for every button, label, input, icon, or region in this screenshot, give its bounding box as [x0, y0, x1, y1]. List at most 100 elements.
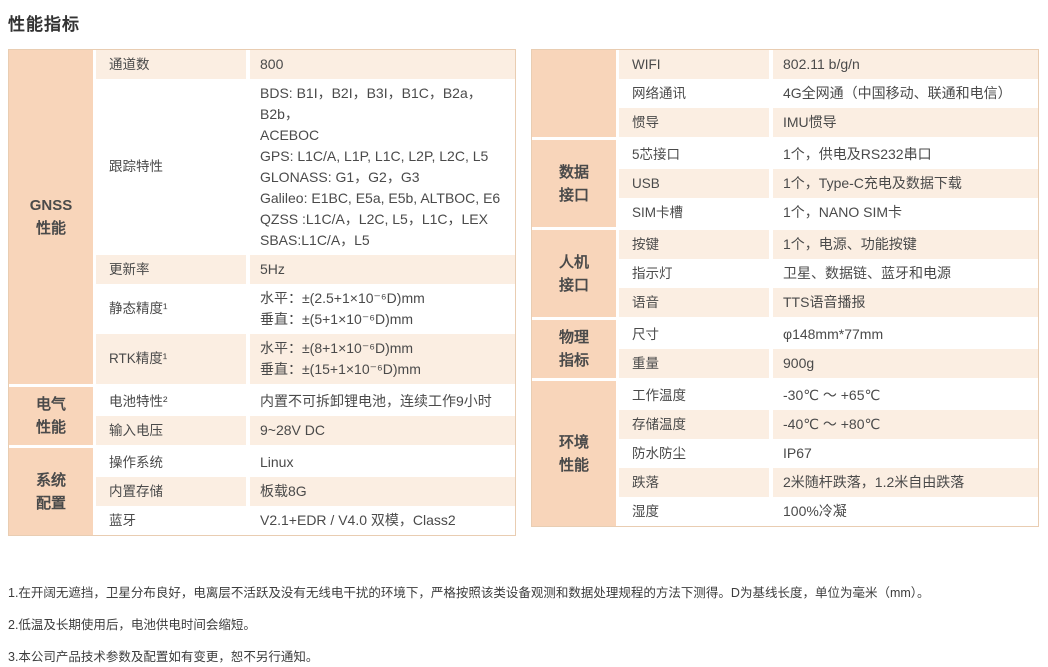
category-cell: 电气 性能 [9, 387, 93, 445]
table-row: 惯导 IMU惯导 [619, 108, 1038, 137]
row-label: 输入电压 [96, 416, 246, 445]
footnote-2: 2.低温及长期使用后，电池供电时间会缩短。 [8, 618, 256, 632]
table-row: SIM卡槽 1个，NANO SIM卡 [619, 198, 1038, 227]
row-label: 指示灯 [632, 265, 673, 281]
row-value: V2.1+EDR / V4.0 双模，Class2 [260, 512, 456, 528]
category-cell: 物理 指标 [532, 320, 616, 378]
group-rows: 尺寸 φ148mm*77mm 重量 900g [619, 320, 1038, 378]
row-label: 语音 [619, 288, 769, 317]
spec-group: WIFI 802.11 b/g/n 网络通讯 4G全网通（中国移动、联通和电信）… [532, 50, 1038, 137]
row-label: 尺寸 [632, 326, 659, 342]
category-cell: 系统 配置 [9, 448, 93, 535]
footnote-1: 1.在开阔无遮挡，卫星分布良好，电离层不活跃及没有无线电干扰的环境下，严格按照该… [8, 586, 930, 600]
row-label: 按键 [619, 230, 769, 259]
table-row: 网络通讯 4G全网通（中国移动、联通和电信） [619, 79, 1038, 108]
row-value: 卫星、数据链、蓝牙和电源 [783, 265, 951, 281]
table-row: 语音 TTS语音播报 [619, 288, 1038, 317]
table-row: 输入电压 9~28V DC [96, 416, 515, 445]
spec-table-right: WIFI 802.11 b/g/n 网络通讯 4G全网通（中国移动、联通和电信）… [531, 49, 1039, 527]
table-row: 内置存储 板载8G [96, 477, 515, 506]
spec-tables: GNSS 性能 通道数 800 跟踪特性 BDS: B1I，B2I，B3I，B1… [8, 49, 1040, 536]
table-row: 重量 900g [619, 349, 1038, 378]
group-rows: 按键 1个，电源、功能按键 指示灯 卫星、数据链、蓝牙和电源 语音 TTS语音播… [619, 230, 1038, 317]
row-label: 存储温度 [619, 410, 769, 439]
table-row: 存储温度 -40℃ ～ +80℃ [619, 410, 1038, 439]
row-value: 水平：±(2.5+1×10⁻⁶D)mm 垂直：±(5+1×10⁻⁶D)mm [260, 290, 425, 327]
group-rows: 通道数 800 跟踪特性 BDS: B1I，B2I，B3I，B1C，B2a，B2… [96, 50, 515, 384]
category-cell: GNSS 性能 [9, 50, 93, 384]
row-value: 2米随杆跌落，1.2米自由跌落 [773, 468, 1038, 497]
row-label: 电池特性² [109, 393, 168, 409]
spec-group: 物理 指标 尺寸 φ148mm*77mm 重量 900g [532, 320, 1038, 378]
page-title: 性能指标 [8, 15, 80, 34]
row-label: 通道数 [96, 50, 246, 79]
row-value: 800 [250, 50, 515, 79]
row-value: 5Hz [250, 255, 515, 284]
group-rows: 5芯接口 1个，供电及RS232串口 USB 1个，Type-C充电及数据下载 … [619, 140, 1038, 227]
row-value: φ148mm*77mm [783, 326, 884, 342]
row-value: 802.11 b/g/n [773, 50, 1038, 79]
footnotes: 1.在开阔无遮挡，卫星分布良好，电离层不活跃及没有无线电干扰的环境下，严格按照该… [8, 584, 1040, 667]
row-value: 1个，供电及RS232串口 [783, 146, 932, 162]
spec-group: 环境 性能 工作温度 -30℃ ～ +65℃ 存储温度 -40℃ ～ +80℃ … [532, 381, 1038, 526]
table-row: 通道数 800 [96, 50, 515, 79]
row-value: -40℃ ～ +80℃ [773, 410, 1038, 439]
spec-group: 数据 接口 5芯接口 1个，供电及RS232串口 USB 1个，Type-C充电… [532, 140, 1038, 227]
category-cell [532, 50, 616, 137]
row-label: USB [619, 169, 769, 198]
table-row: RTK精度¹ 水平：±(8+1×10⁻⁶D)mm 垂直：±(15+1×10⁻⁶D… [96, 334, 515, 384]
spec-table-left: GNSS 性能 通道数 800 跟踪特性 BDS: B1I，B2I，B3I，B1… [8, 49, 516, 536]
group-rows: 电池特性² 内置不可拆卸锂电池，连续工作9小时 输入电压 9~28V DC [96, 387, 515, 445]
row-label: 内置存储 [96, 477, 246, 506]
table-row: 湿度 100%冷凝 [619, 497, 1038, 526]
footnote-3: 3.本公司产品技术参数及配置如有变更，恕不另行通知。 [8, 650, 319, 664]
group-rows: 工作温度 -30℃ ～ +65℃ 存储温度 -40℃ ～ +80℃ 防水防尘 I… [619, 381, 1038, 526]
row-value: -30℃ ～ +65℃ [783, 387, 881, 403]
table-row: USB 1个，Type-C充电及数据下载 [619, 169, 1038, 198]
table-row: 蓝牙 V2.1+EDR / V4.0 双模，Class2 [96, 506, 515, 535]
row-value: 1个，NANO SIM卡 [783, 204, 903, 220]
category-cell: 环境 性能 [532, 381, 616, 526]
table-row: 防水防尘 IP67 [619, 439, 1038, 468]
table-row: 更新率 5Hz [96, 255, 515, 284]
row-label: 5芯接口 [632, 146, 681, 162]
table-row: 指示灯 卫星、数据链、蓝牙和电源 [619, 259, 1038, 288]
row-value: 100%冷凝 [783, 503, 847, 519]
row-label: RTK精度¹ [96, 334, 246, 384]
spec-group: GNSS 性能 通道数 800 跟踪特性 BDS: B1I，B2I，B3I，B1… [9, 50, 515, 384]
table-row: 跌落 2米随杆跌落，1.2米自由跌落 [619, 468, 1038, 497]
row-label: 更新率 [96, 255, 246, 284]
spec-group: 人机 接口 按键 1个，电源、功能按键 指示灯 卫星、数据链、蓝牙和电源 语音 … [532, 230, 1038, 317]
row-label: 重量 [619, 349, 769, 378]
table-row: WIFI 802.11 b/g/n [619, 50, 1038, 79]
spec-group: 电气 性能 电池特性² 内置不可拆卸锂电池，连续工作9小时 输入电压 9~28V… [9, 387, 515, 445]
category-cell: 人机 接口 [532, 230, 616, 317]
table-row: 工作温度 -30℃ ～ +65℃ [619, 381, 1038, 410]
row-value: 900g [773, 349, 1038, 378]
row-label: SIM卡槽 [632, 204, 684, 220]
row-value: BDS: B1I，B2I，B3I，B1C，B2a，B2b， ACEBOC GPS… [260, 85, 501, 248]
row-value: 内置不可拆卸锂电池，连续工作9小时 [260, 393, 492, 409]
row-value: 水平：±(8+1×10⁻⁶D)mm 垂直：±(15+1×10⁻⁶D)mm [250, 334, 515, 384]
category-cell: 数据 接口 [532, 140, 616, 227]
row-label: 蓝牙 [109, 512, 136, 528]
table-row: 5芯接口 1个，供电及RS232串口 [619, 140, 1038, 169]
row-label: 跌落 [619, 468, 769, 497]
table-row: 静态精度¹ 水平：±(2.5+1×10⁻⁶D)mm 垂直：±(5+1×10⁻⁶D… [96, 284, 515, 334]
row-label: 操作系统 [109, 454, 163, 470]
table-row: 电池特性² 内置不可拆卸锂电池，连续工作9小时 [96, 387, 515, 416]
table-row: 跟踪特性 BDS: B1I，B2I，B3I，B1C，B2a，B2b， ACEBO… [96, 79, 515, 255]
table-row: 按键 1个，电源、功能按键 [619, 230, 1038, 259]
row-label: 防水防尘 [632, 445, 686, 461]
spec-group: 系统 配置 操作系统 Linux 内置存储 板载8G 蓝牙 V2.1+EDR /… [9, 448, 515, 535]
row-label: 跟踪特性 [109, 159, 163, 174]
group-rows: WIFI 802.11 b/g/n 网络通讯 4G全网通（中国移动、联通和电信）… [619, 50, 1038, 137]
row-value: 4G全网通（中国移动、联通和电信） [783, 85, 1012, 101]
table-row: 尺寸 φ148mm*77mm [619, 320, 1038, 349]
row-label: 惯导 [619, 108, 769, 137]
row-label: WIFI [619, 50, 769, 79]
table-row: 操作系统 Linux [96, 448, 515, 477]
row-value: Linux [260, 454, 294, 470]
row-value: 1个，Type-C充电及数据下载 [773, 169, 1038, 198]
